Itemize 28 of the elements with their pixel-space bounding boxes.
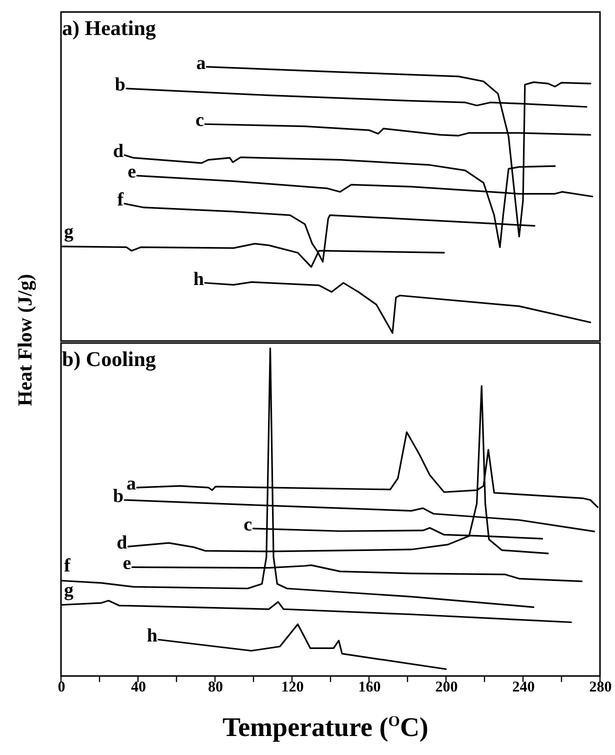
chart-title: a) Heating [62,16,156,40]
x-tick-label: 0 [58,680,66,696]
series-label: c [196,110,204,132]
series-label: b [112,486,124,507]
series-label: h [146,626,158,647]
series-label: a [126,474,137,495]
x-tick-label: 120 [281,680,304,696]
x-tick-label: 200 [435,680,458,696]
series-label: e [128,162,136,183]
x-tick-label: 280 [589,680,612,696]
series-label: a [196,52,206,74]
x-tick-label: 40 [131,680,146,696]
y-axis-title: Heat Flow (J/g) [14,274,38,406]
series-label: e [122,553,132,574]
x-tick-label: 160 [358,680,381,696]
series-label: f [64,556,71,577]
series-label: d [112,141,124,162]
series-label: g [64,221,74,242]
x-tick-label: 240 [512,680,535,696]
series-label: f [117,190,124,211]
x-axis-title: Temperature ($^{O}$C) [222,712,430,743]
series-label: d [116,532,128,554]
series-label: c [244,514,252,536]
chart-title: b) Cooling [62,347,156,371]
series-label: h [193,268,204,290]
series-label: g [64,580,74,601]
series-label: b [114,74,126,96]
x-tick-label: 80 [208,680,223,696]
